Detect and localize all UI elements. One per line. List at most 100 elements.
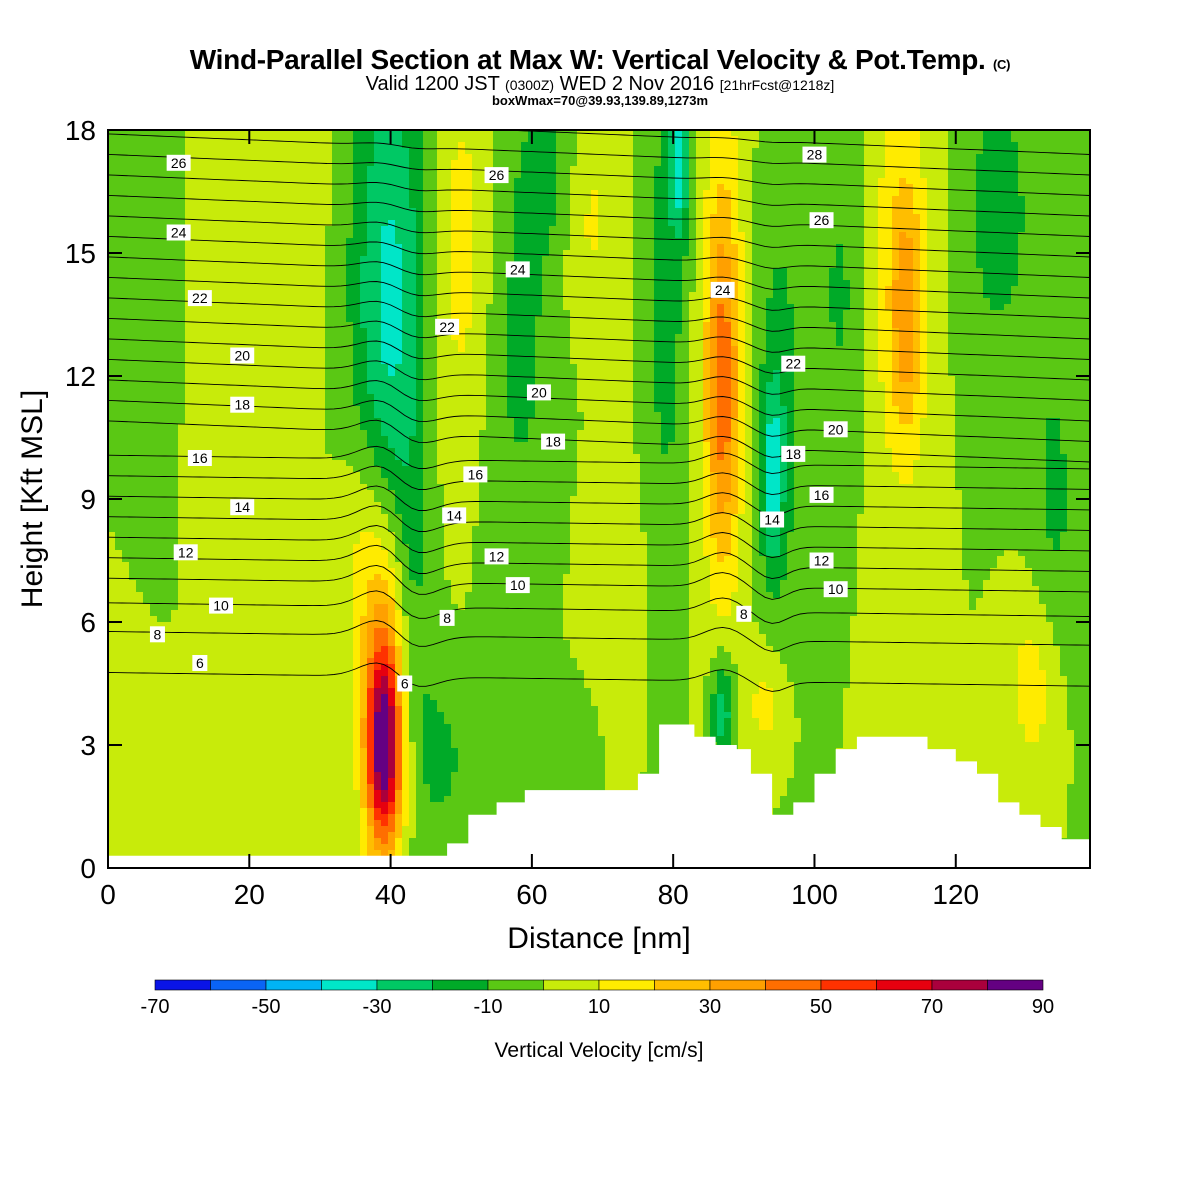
field-cell <box>129 526 137 533</box>
field-cell <box>227 460 235 467</box>
field-cell <box>311 634 319 641</box>
field-cell <box>276 700 284 707</box>
field-cell <box>346 520 354 527</box>
field-cell <box>150 244 158 251</box>
field-cell <box>367 604 375 611</box>
field-cell <box>367 208 375 215</box>
field-cell <box>332 676 340 683</box>
field-cell <box>227 256 235 263</box>
field-cell <box>220 436 228 443</box>
field-cell <box>269 496 277 503</box>
field-cell <box>290 778 298 785</box>
field-cell <box>353 832 361 839</box>
field-cell <box>367 556 375 563</box>
field-cell <box>164 280 172 287</box>
field-cell <box>374 706 382 713</box>
field-cell <box>297 382 305 389</box>
field-cell <box>339 178 347 185</box>
field-cell <box>122 184 130 191</box>
field-cell <box>171 214 179 221</box>
field-cell <box>339 706 347 713</box>
field-cell <box>150 436 158 443</box>
field-cell <box>129 166 137 173</box>
field-cell <box>129 202 137 209</box>
field-cell <box>255 172 263 179</box>
field-cell <box>255 682 263 689</box>
field-cell <box>353 772 361 779</box>
field-cell <box>157 184 165 191</box>
field-cell <box>311 790 319 797</box>
field-cell <box>353 580 361 587</box>
field-cell <box>108 688 116 695</box>
field-cell <box>374 406 382 413</box>
field-cell <box>178 280 186 287</box>
field-cell <box>353 262 361 269</box>
field-cell <box>241 436 249 443</box>
field-cell <box>353 454 361 461</box>
field-cell <box>304 490 312 497</box>
field-cell <box>311 640 319 647</box>
field-cell <box>367 340 375 347</box>
field-cell <box>367 568 375 575</box>
field-cell <box>220 676 228 683</box>
field-cell <box>136 748 144 755</box>
field-cell <box>332 790 340 797</box>
field-cell <box>122 604 130 611</box>
field-cell <box>346 538 354 545</box>
field-cell <box>150 646 158 653</box>
field-cell <box>178 580 186 587</box>
field-cell <box>262 130 270 137</box>
field-cell <box>199 748 207 755</box>
field-cell <box>213 298 221 305</box>
field-cell <box>164 136 172 143</box>
field-cell <box>297 394 305 401</box>
field-cell <box>150 610 158 617</box>
field-cell <box>150 304 158 311</box>
field-cell <box>115 748 123 755</box>
field-cell <box>381 634 389 641</box>
field-cell <box>108 322 116 329</box>
field-cell <box>311 616 319 623</box>
field-cell <box>318 208 326 215</box>
field-cell <box>353 664 361 671</box>
field-cell <box>136 142 144 149</box>
field-cell <box>115 148 123 155</box>
field-cell <box>115 382 123 389</box>
field-cell <box>255 226 263 233</box>
field-cell <box>241 184 249 191</box>
field-cell <box>360 346 368 353</box>
field-cell <box>290 502 298 509</box>
field-cell <box>136 832 144 839</box>
field-cell <box>199 142 207 149</box>
field-cell <box>206 652 214 659</box>
field-cell <box>255 346 263 353</box>
field-cell <box>353 490 361 497</box>
field-cell <box>129 760 137 767</box>
field-cell <box>318 742 326 749</box>
field-cell <box>129 784 137 791</box>
field-cell <box>115 574 123 581</box>
field-cell <box>255 262 263 269</box>
field-cell <box>353 136 361 143</box>
field-cell <box>269 154 277 161</box>
field-cell <box>136 496 144 503</box>
field-cell <box>206 784 214 791</box>
field-cell <box>283 238 291 245</box>
field-cell <box>262 460 270 467</box>
field-cell <box>304 376 312 383</box>
field-cell <box>206 490 214 497</box>
field-cell <box>234 850 242 857</box>
field-cell <box>157 610 165 617</box>
field-cell <box>220 442 228 449</box>
field-cell <box>381 238 389 245</box>
field-cell <box>318 244 326 251</box>
field-cell <box>269 298 277 305</box>
field-cell <box>241 844 249 851</box>
field-cell <box>227 676 235 683</box>
field-cell <box>178 748 186 755</box>
field-cell <box>339 334 347 341</box>
field-cell <box>346 436 354 443</box>
field-cell <box>255 394 263 401</box>
field-cell <box>311 352 319 359</box>
field-cell <box>178 136 186 143</box>
